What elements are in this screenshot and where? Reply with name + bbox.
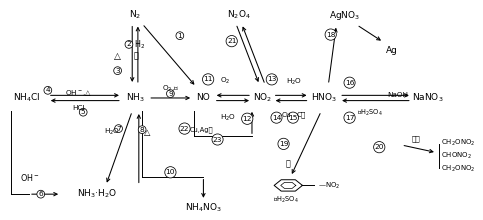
Text: 21: 21	[227, 38, 237, 44]
Text: 19: 19	[279, 141, 288, 147]
Text: 5: 5	[81, 109, 85, 115]
Text: CH$_2$ONO$_2$: CH$_2$ONO$_2$	[441, 164, 476, 174]
Text: NO: NO	[197, 94, 210, 103]
Text: N$_2$: N$_2$	[129, 9, 141, 21]
Text: 1: 1	[177, 33, 182, 39]
Text: O$_2$,催: O$_2$,催	[162, 83, 179, 94]
Text: 6: 6	[39, 191, 43, 197]
Text: CH$_2$ONO$_2$: CH$_2$ONO$_2$	[441, 138, 476, 148]
Text: H$_2$O: H$_2$O	[104, 127, 121, 137]
Text: 8: 8	[140, 127, 144, 133]
Text: NO$_2$: NO$_2$	[253, 92, 272, 104]
Text: 4: 4	[45, 87, 50, 93]
Text: O$_2$: O$_2$	[220, 76, 230, 86]
Text: 甘油: 甘油	[412, 135, 421, 142]
Text: Cu,Ag稀: Cu,Ag稀	[189, 127, 213, 133]
Text: △: △	[143, 128, 150, 138]
Text: N$_2$O$_4$: N$_2$O$_4$	[227, 9, 251, 21]
Text: H$_2$: H$_2$	[134, 39, 145, 51]
Text: 10: 10	[166, 169, 175, 175]
Text: NaNO$_3$: NaNO$_3$	[412, 92, 443, 104]
Text: 苯: 苯	[286, 159, 291, 168]
Text: HNO$_3$: HNO$_3$	[311, 92, 337, 104]
Text: △: △	[114, 52, 121, 61]
Text: 3: 3	[115, 68, 120, 74]
Text: OH$^-$,△: OH$^-$,△	[65, 88, 92, 97]
Text: 20: 20	[374, 144, 384, 150]
Text: 浓H$_2$SO$_4$: 浓H$_2$SO$_4$	[356, 108, 383, 118]
Text: NH$_4$NO$_3$: NH$_4$NO$_3$	[185, 201, 222, 214]
Text: Cu: Cu	[282, 112, 291, 118]
Text: HCl: HCl	[72, 105, 85, 111]
Text: 催: 催	[134, 51, 139, 60]
Text: NH$_3$·H$_2$O: NH$_3$·H$_2$O	[77, 188, 117, 200]
Text: 13: 13	[267, 76, 276, 82]
Text: 浓H$_2$SO$_4$: 浓H$_2$SO$_4$	[273, 195, 299, 205]
Text: H$_2$O: H$_2$O	[220, 113, 236, 123]
Text: 14: 14	[272, 115, 281, 121]
Text: CHONO$_2$: CHONO$_2$	[441, 151, 472, 161]
Text: —NO$_2$: —NO$_2$	[318, 180, 341, 191]
Text: C浓: C浓	[297, 112, 306, 118]
Text: AgNO$_3$: AgNO$_3$	[329, 9, 360, 22]
Text: H$_2$O: H$_2$O	[286, 77, 302, 87]
Text: 22: 22	[180, 126, 189, 132]
Text: 23: 23	[213, 137, 222, 143]
Text: 9: 9	[168, 91, 173, 97]
Text: 18: 18	[326, 32, 336, 38]
Text: NaOH: NaOH	[387, 92, 408, 98]
Text: NH$_4$Cl: NH$_4$Cl	[13, 92, 41, 104]
Text: NH$_3$: NH$_3$	[126, 92, 144, 104]
Text: OH$^-$: OH$^-$	[19, 172, 39, 183]
Text: 12: 12	[242, 116, 252, 122]
Text: 2: 2	[127, 41, 131, 48]
Text: 15: 15	[288, 115, 298, 121]
Text: 7: 7	[116, 126, 121, 132]
Text: 11: 11	[203, 76, 213, 82]
Text: Ag: Ag	[386, 46, 398, 55]
Text: 17: 17	[345, 115, 355, 121]
Text: 16: 16	[345, 80, 354, 86]
